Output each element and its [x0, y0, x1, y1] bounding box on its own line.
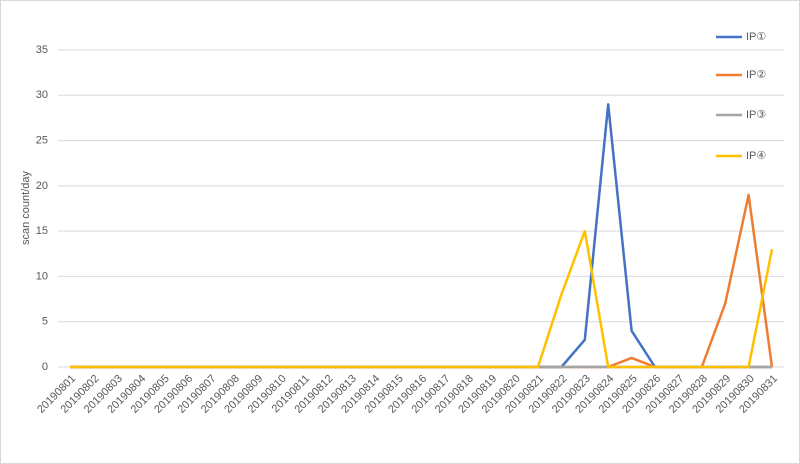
y-tick-label: 20 [36, 180, 48, 192]
y-tick-label: 10 [36, 270, 48, 282]
y-tick-label: 30 [36, 89, 48, 101]
y-tick-label: 35 [36, 44, 48, 56]
series-line [70, 229, 774, 369]
y-tick-label: 0 [42, 361, 48, 373]
y-tick-label: 5 [42, 316, 48, 328]
y-tick-label: 25 [36, 134, 48, 146]
y-tick-label: 15 [36, 225, 48, 237]
legend-label: IP③ [746, 109, 766, 121]
legend-label: IP② [746, 69, 766, 81]
legend-label: IP④ [746, 150, 766, 162]
legend-label: IP① [746, 31, 766, 43]
y-axis-label: scan count/day [20, 171, 32, 245]
